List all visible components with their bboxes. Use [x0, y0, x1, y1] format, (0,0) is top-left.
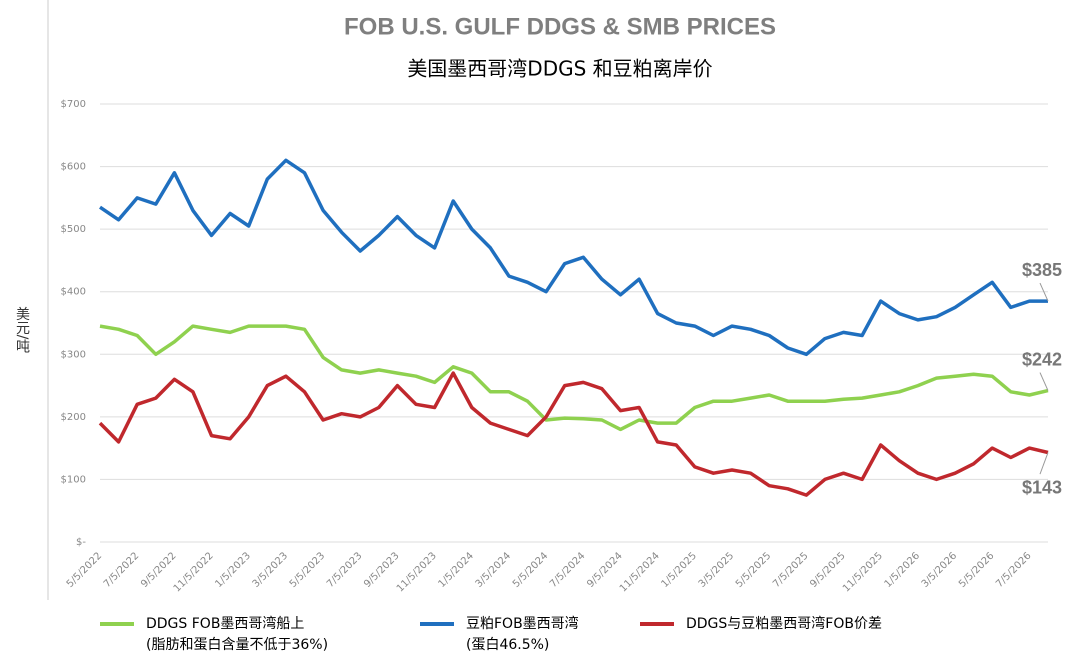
- x-tick-label: 3/5/2023: [251, 550, 291, 590]
- x-tick-label: 11/5/2023: [395, 550, 439, 594]
- x-tick-label: 1/5/2024: [436, 550, 476, 590]
- end-label: $143: [1022, 477, 1062, 497]
- end-label-leader: [1039, 372, 1049, 391]
- x-tick-label: 1/5/2026: [883, 550, 923, 590]
- y-tick-label: $400: [61, 287, 86, 298]
- x-tick-label: 5/5/2026: [957, 550, 997, 590]
- x-tick-label: 5/5/2025: [734, 550, 774, 590]
- y-tick-label: $600: [61, 162, 86, 173]
- y-tick-label: $500: [61, 224, 86, 235]
- x-tick-label: 7/5/2022: [102, 550, 142, 590]
- chart-title: FOB U.S. GULF DDGS & SMB PRICES: [344, 13, 776, 40]
- x-tick-label: 1/5/2025: [660, 550, 700, 590]
- x-tick-label: 7/5/2023: [325, 550, 365, 590]
- end-label-leader: [1039, 282, 1049, 302]
- end-label: $242: [1022, 349, 1062, 369]
- x-tick-label: 9/5/2025: [808, 550, 848, 590]
- legend-label: DDGS与豆粕墨西哥湾FOB价差: [686, 615, 882, 632]
- legend-note: (蛋白46.5%): [466, 637, 549, 653]
- x-tick-label: 3/5/2025: [697, 550, 737, 590]
- x-tick-label: 1/5/2023: [213, 550, 253, 590]
- y-tick-label: $300: [61, 349, 86, 360]
- x-tick-label: 5/5/2024: [511, 550, 551, 590]
- x-tick-label: 11/5/2024: [618, 550, 662, 594]
- end-label-leader: [1039, 452, 1049, 475]
- legend-note: (脂肪和蛋白含量不低于36%): [146, 637, 328, 653]
- legend-label: DDGS FOB墨西哥湾船上: [146, 615, 304, 632]
- y-axis-label: 美元/吨: [14, 307, 30, 354]
- legend-label: 豆粕FOB墨西哥湾: [466, 615, 579, 632]
- x-tick-label: 7/5/2026: [994, 550, 1034, 590]
- x-tick-label: 9/5/2023: [362, 550, 402, 590]
- x-tick-label: 7/5/2024: [548, 550, 588, 590]
- series-line: [99, 324, 1049, 432]
- y-tick-label: $700: [61, 99, 86, 110]
- end-label: $385: [1022, 260, 1062, 280]
- x-tick-label: 11/5/2022: [172, 550, 216, 594]
- x-tick-label: 3/5/2026: [920, 550, 960, 590]
- x-tick-label: 9/5/2022: [139, 550, 179, 590]
- x-tick-label: 9/5/2024: [585, 550, 625, 590]
- x-tick-label: 11/5/2025: [841, 550, 885, 594]
- x-tick-label: 5/5/2022: [65, 550, 105, 590]
- chart-subtitle: 美国墨西哥湾DDGS 和豆粕离岸价: [407, 57, 712, 81]
- series-line: [98, 371, 1049, 497]
- x-tick-label: 3/5/2024: [474, 550, 514, 590]
- y-tick-label: $100: [61, 474, 86, 485]
- series-line: [99, 158, 1048, 357]
- x-tick-label: 5/5/2023: [288, 550, 328, 590]
- y-tick-label: $200: [61, 412, 86, 423]
- x-tick-label: 7/5/2025: [771, 550, 811, 590]
- y-tick-label: $-: [76, 537, 86, 548]
